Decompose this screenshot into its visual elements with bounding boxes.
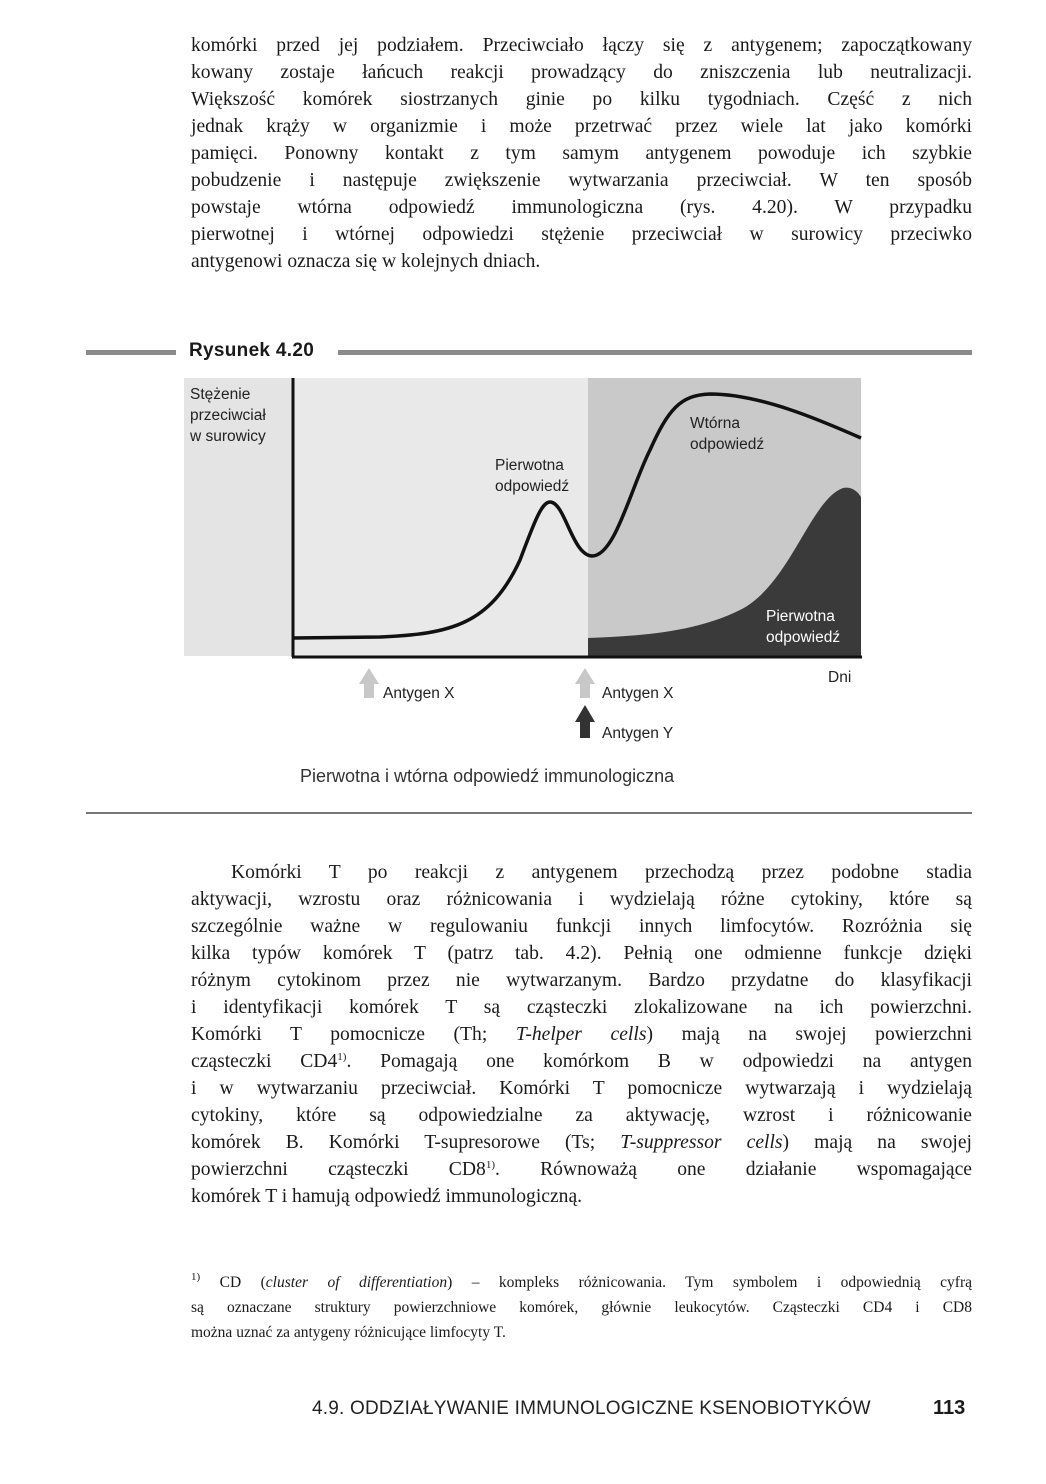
antigen-x-label-2: Antygen X (602, 685, 674, 702)
text-segment: i identyfikacji komórek T są cząsteczki … (191, 997, 972, 1018)
text-segment: ) – kompleks różnicowania. Tym symbolem … (447, 1274, 973, 1291)
antigen-x-label-1: Antygen X (383, 685, 455, 702)
text-line: powstaje wtórna odpowiedź immunologiczna… (191, 194, 972, 221)
text-line: Komórki T po reakcji z antygenem przecho… (191, 859, 972, 886)
footnote-marker: 1) (337, 1051, 347, 1063)
text-segment: Komórki T po reakcji z antygenem przecho… (231, 862, 972, 883)
text-line: szczególnie ważne w regulowaniu funkcji … (191, 913, 972, 940)
text-segment: ) mają na swojej powierzchni (646, 1024, 973, 1045)
text-segment: Komórki T pomocnicze (Th; (191, 1024, 516, 1045)
y-axis-label: Stężenie przeciwciał w surowicy (189, 386, 270, 445)
primary-response-label-2: Pierwotna odpowiedź (766, 608, 840, 646)
text-segment: szczególnie ważne w regulowaniu funkcji … (191, 916, 972, 937)
text-segment: cluster of differentiation (265, 1274, 448, 1291)
text-line: powierzchni cząsteczki CD81). Równoważą … (191, 1156, 972, 1183)
text-segment: T-suppressor cells (620, 1132, 783, 1153)
text-segment: aktywacji, wzrostu oraz różnicowania i w… (191, 889, 972, 910)
text-line: Większość komórek siostrzanych ginie po … (191, 86, 972, 113)
figure-bottom-rule (86, 812, 972, 814)
text-segment: . Pomagają one komórkom B w odpowiedzi n… (346, 1051, 972, 1072)
text-segment: kilka typów komórek T (patrz tab. 4.2). … (191, 943, 972, 964)
text-line: kowany zostaje łańcuch reakcji prowadząc… (191, 59, 972, 86)
antigen-y-label: Antygen Y (602, 725, 673, 742)
text-line: pamięci. Ponowny kontakt z tym samym ant… (191, 140, 972, 167)
figure-rule-left (86, 350, 176, 355)
text-segment: są oznaczane struktury powierzchniowe ko… (191, 1299, 972, 1316)
text-line: antygenowi oznacza się w kolejnych dniac… (191, 248, 972, 275)
antibody-concentration-curve (292, 392, 862, 640)
running-footer: 4.9. ODDZIAŁYWANIE IMMUNOLOGICZNE KSENOB… (312, 1398, 871, 1419)
secondary-response-label: Wtórna odpowiedź (690, 415, 764, 453)
arrow-up-icon (575, 705, 595, 738)
text-line: pierwotnej i wtórnej odpowiedzi stężenie… (191, 221, 972, 248)
figure-caption: Pierwotna i wtórna odpowiedź immunologic… (300, 766, 675, 786)
text-line: cząsteczki CD41). Pomagają one komórkom … (191, 1048, 972, 1075)
text-segment: powstaje wtórna odpowiedź immunologiczna… (191, 197, 972, 218)
text-line: komórki przed jej podziałem. Przeciwciał… (191, 32, 972, 59)
text-line: różnym cytokinom przez nie wytwarzanym. … (191, 967, 972, 994)
text-line: Komórki T pomocnicze (Th; T-helper cells… (191, 1021, 972, 1048)
text-segment: i w wytwarzaniu przeciwciał. Komórki T p… (191, 1078, 972, 1099)
text-segment: pobudzenie i następuje zwiększenie wytwa… (191, 170, 972, 191)
text-segment: kowany zostaje łańcuch reakcji prowadząc… (191, 62, 972, 83)
text-segment: różnym cytokinom przez nie wytwarzanym. … (191, 970, 972, 991)
text-segment: Większość komórek siostrzanych ginie po … (191, 89, 972, 110)
text-segment: można uznać za antygeny różnicujące limf… (191, 1324, 506, 1341)
text-segment: jednak krąży w organizmie i może przetrw… (191, 116, 972, 137)
text-line: komórek B. Komórki T-supresorowe (Ts; T-… (191, 1129, 972, 1156)
text-segment: CD ( (200, 1274, 266, 1291)
antibody-response-figure: Stężenie przeciwciał w surowicy Pierwotn… (184, 378, 862, 742)
x-axis-label: Dni (828, 669, 851, 686)
text-line: aktywacji, wzrostu oraz różnicowania i w… (191, 886, 972, 913)
footnote-marker: 1) (191, 1271, 201, 1283)
arrow-up-icon (575, 668, 595, 698)
body-paragraph-2: Komórki T po reakcji z antygenem przecho… (191, 859, 972, 1210)
text-line: jednak krąży w organizmie i może przetrw… (191, 113, 972, 140)
text-segment: cząsteczki CD4 (191, 1051, 338, 1072)
text-segment: powierzchni cząsteczki CD8 (191, 1159, 486, 1180)
arrow-up-icon (359, 668, 379, 698)
y-label-panel (184, 378, 293, 656)
text-segment: T-helper cells (515, 1024, 647, 1045)
text-line: kilka typów komórek T (patrz tab. 4.2). … (191, 940, 972, 967)
text-segment: . Równoważą one działanie wspomagające (494, 1159, 972, 1180)
text-segment: komórek T i hamują odpowiedź immunologic… (191, 1186, 583, 1207)
primary-phase-panel (293, 378, 588, 656)
primary-response-label: Pierwotna odpowiedź (495, 457, 569, 495)
text-segment: komórki przed jej podziałem. Przeciwciał… (191, 35, 972, 56)
text-line: pobudzenie i następuje zwiększenie wytwa… (191, 167, 972, 194)
text-segment: antygenowi oznacza się w kolejnych dniac… (191, 251, 541, 272)
primary-response-area-2 (588, 487, 861, 656)
figure-rule-right (338, 350, 972, 355)
text-line: 1) CD (cluster of differentiation) – kom… (191, 1270, 972, 1295)
text-line: cytokiny, które są odpowiedzialne za akt… (191, 1102, 972, 1129)
text-segment: pierwotnej i wtórnej odpowiedzi stężenie… (191, 224, 972, 245)
body-paragraph-1: komórki przed jej podziałem. Przeciwciał… (191, 32, 972, 275)
footnote-marker: 1) (485, 1159, 495, 1171)
text-line: komórek T i hamują odpowiedź immunologic… (191, 1183, 972, 1210)
text-segment: cytokiny, które są odpowiedzialne za akt… (191, 1105, 972, 1126)
text-segment: pamięci. Ponowny kontakt z tym samym ant… (191, 143, 972, 164)
text-line: i w wytwarzaniu przeciwciał. Komórki T p… (191, 1075, 972, 1102)
text-line: są oznaczane struktury powierzchniowe ko… (191, 1295, 972, 1320)
footnote: 1) CD (cluster of differentiation) – kom… (191, 1270, 972, 1345)
text-segment: ) mają na swojej (782, 1132, 972, 1153)
page-number: 113 (933, 1397, 966, 1419)
text-line: i identyfikacji komórek T są cząsteczki … (191, 994, 972, 1021)
figure-label: Rysunek 4.20 (189, 340, 315, 361)
text-line: można uznać za antygeny różnicujące limf… (191, 1320, 972, 1345)
text-segment: komórek B. Komórki T-supresorowe (Ts; (191, 1132, 621, 1153)
